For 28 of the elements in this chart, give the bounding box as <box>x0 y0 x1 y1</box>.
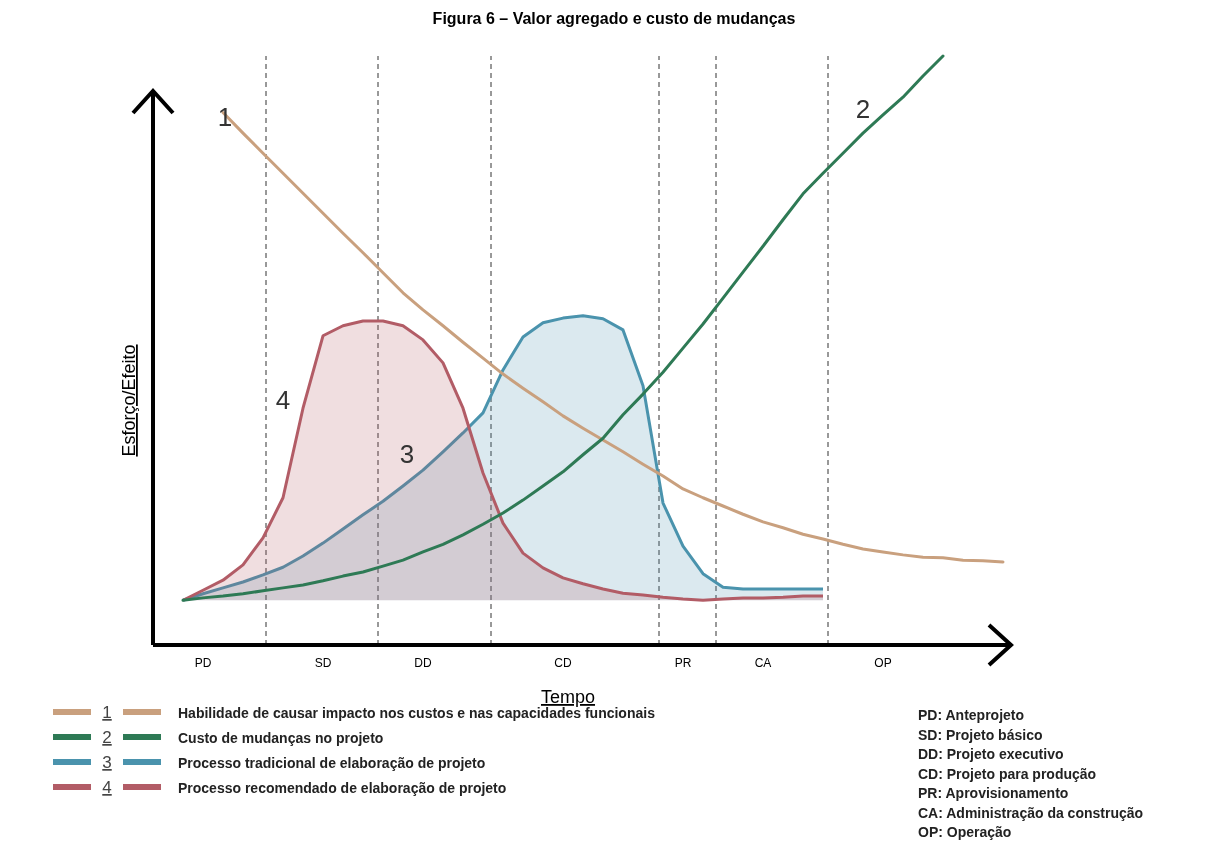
x-tick-label: SD <box>314 656 332 670</box>
legend-label: Custo de mudanças no projeto <box>178 730 384 746</box>
x-tick-label: DD <box>414 656 432 670</box>
text: OP: Operação <box>918 824 1012 840</box>
legend-label: Habilidade de causar impacto nos custos e nas capacidades funcionais <box>178 705 656 721</box>
text: 4 <box>102 778 112 797</box>
legend-label: Processo recomendado de elaboração de projeto <box>178 780 507 796</box>
text: CD: Projeto para produção <box>918 765 1097 782</box>
text: PD: Anteprojeto <box>918 707 1025 723</box>
x-tick-label: PD <box>194 656 212 670</box>
text: CA: Administração da construção <box>918 804 1144 821</box>
legend-label: Processo tradicional de elaboração de projeto <box>178 755 486 771</box>
x-tick-label: PR <box>674 656 692 670</box>
chart-title: Figura 6 – Valor agregado e custo de mudanças <box>432 10 796 27</box>
text: 3 <box>102 753 112 772</box>
annotation: 3 <box>399 438 415 469</box>
text: 2 <box>102 728 112 747</box>
text: 1 <box>102 703 112 722</box>
text: DD: Projeto executivo <box>918 746 1064 762</box>
x-tick-label: CD <box>554 656 572 670</box>
annotation: 4 <box>275 385 291 416</box>
x-axis-title: Tempo <box>540 687 596 707</box>
x-tick-label: OP <box>874 656 892 670</box>
text: SD: Projeto básico <box>918 726 1043 743</box>
y-axis-title: Esforço/Efeito <box>119 344 139 457</box>
text: PR: Aprovisionamento <box>918 785 1069 801</box>
x-tick-label: CA <box>754 656 772 670</box>
annotation: 2 <box>855 93 871 124</box>
